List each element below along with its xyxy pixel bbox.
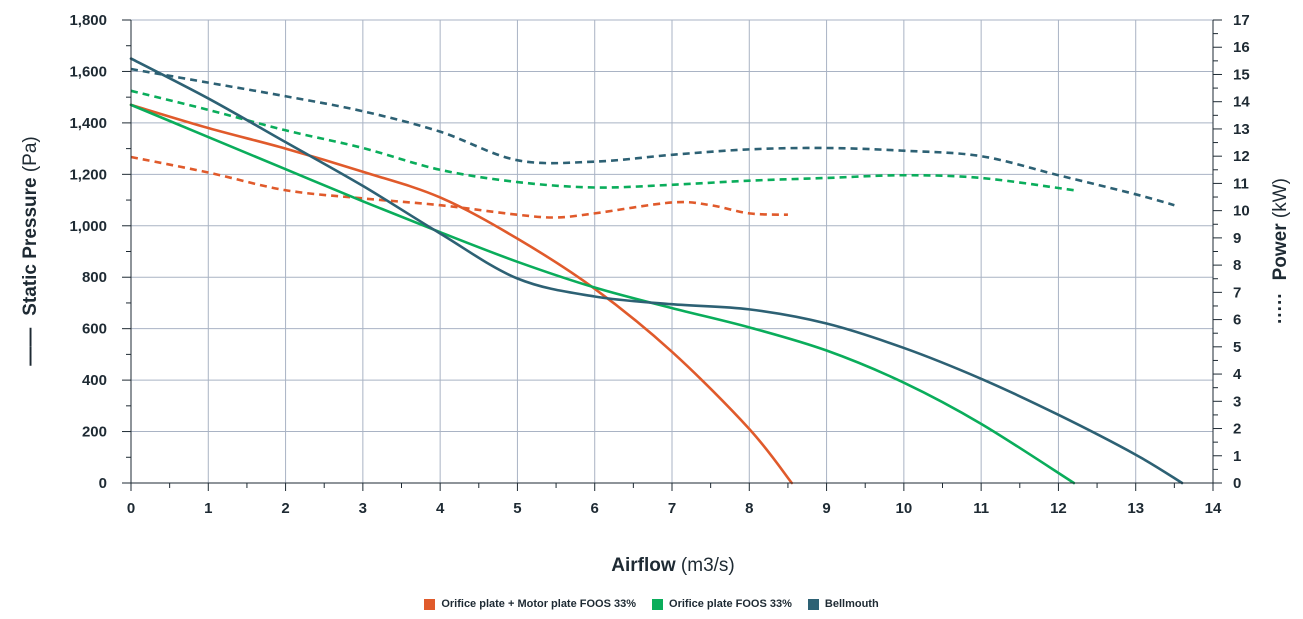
y-right-axis-unit: (kW) [1270, 178, 1291, 223]
power-curve-bellmouth [130, 67, 1175, 207]
y-right-axis-title: ····· Power (kW) [1270, 178, 1291, 324]
x-tick-label: 9 [822, 500, 830, 517]
y-right-tick-label: 3 [1233, 393, 1241, 410]
legend-label-orifice: Orifice plate FOOS 33% [669, 598, 792, 610]
power-curve-orifice-motor [130, 155, 788, 219]
y-right-tick-label: 5 [1233, 339, 1241, 356]
x-axis-unit: (m3/s) [676, 555, 735, 576]
y-right-tick-label: 15 [1233, 66, 1250, 83]
y-left-tick-label: 200 [82, 424, 107, 441]
legend-label-bellmouth: Bellmouth [824, 598, 879, 610]
y-right-tick-label: 4 [1233, 366, 1242, 383]
y-right-tick-label: 9 [1233, 230, 1241, 247]
pressure-curve-bellmouth [129, 57, 1184, 485]
y-left-axis-title: —— Static Pressure (Pa) [20, 136, 41, 366]
legend-label-orifice-motor: Orifice plate + Motor plate FOOS 33% [441, 598, 637, 610]
x-tick-label: 7 [668, 500, 676, 517]
y-right-axis-marker: ····· [1270, 292, 1291, 324]
x-tick-label: 4 [436, 500, 445, 517]
data-curves [129, 57, 1184, 485]
x-tick-label: 3 [359, 500, 367, 517]
y-left-tick-label: 400 [82, 372, 107, 389]
x-tick-label: 8 [745, 500, 753, 517]
y-right-tick-label: 8 [1233, 257, 1241, 274]
y-left-axis-unit: (Pa) [20, 136, 41, 177]
y-right-tick-label: 2 [1233, 421, 1241, 438]
y-left-tick-labels: 0 200 400 600 800 1,000 1,200 1,400 1,600 1,800 [69, 12, 107, 492]
x-axis-title: Airflow (m3/s) [611, 555, 735, 576]
y-right-tick-label: 6 [1233, 312, 1241, 329]
power-curve-orifice [130, 89, 1075, 192]
y-left-axis-marker: —— [20, 328, 41, 366]
legend-item-orifice-motor: Orifice plate + Motor plate FOOS 33% [424, 598, 636, 610]
y-left-tick-label: 1,200 [69, 166, 107, 183]
x-tick-label: 10 [896, 500, 913, 517]
y-left-tick-label: 0 [99, 475, 107, 492]
y-left-tick-label: 1,600 [69, 63, 107, 80]
legend-swatch-bellmouth [807, 598, 819, 610]
y-left-tick-label: 600 [82, 321, 107, 338]
x-tick-label: 6 [591, 500, 599, 517]
y-right-tick-label: 17 [1233, 12, 1250, 29]
x-tick-label: 2 [281, 500, 289, 517]
legend-item-bellmouth: Bellmouth [807, 598, 879, 610]
y-right-tick-label: 12 [1233, 148, 1250, 165]
y-left-tick-label: 1,400 [69, 115, 107, 132]
y-right-tick-label: 1 [1233, 448, 1241, 465]
x-tick-labels: 0 1 2 3 4 5 6 7 8 9 10 11 12 13 14 [127, 500, 1222, 517]
legend: Orifice plate + Motor plate FOOS 33% Ori… [0, 598, 1303, 610]
x-axis-label: Airflow [611, 555, 676, 576]
legend-item-orifice: Orifice plate FOOS 33% [652, 598, 792, 610]
y-right-tick-label: 7 [1233, 284, 1241, 301]
y-right-tick-label: 11 [1233, 175, 1249, 192]
x-tick-label: 0 [127, 500, 135, 517]
pressure-curve-orifice-motor [129, 103, 794, 485]
y-left-tick-label: 1,000 [69, 218, 107, 235]
grid-lines [131, 19, 1214, 483]
y-left-tick-label: 1,800 [69, 12, 107, 29]
x-tick-label: 5 [513, 500, 521, 517]
x-tick-label: 12 [1050, 500, 1067, 517]
x-tick-label: 11 [973, 500, 989, 517]
y-left-tick-label: 800 [82, 269, 107, 286]
x-tick-label: 13 [1127, 500, 1144, 517]
y-right-tick-label: 10 [1233, 203, 1250, 220]
y-right-tick-label: 14 [1233, 94, 1250, 111]
y-right-tick-label: 16 [1233, 39, 1250, 56]
x-tick-label: 1 [204, 500, 212, 517]
y-right-tick-label: 0 [1233, 475, 1241, 492]
x-tick-label: 14 [1205, 500, 1222, 517]
legend-swatch-orifice [652, 598, 664, 610]
y-right-axis-label: Power [1270, 223, 1291, 281]
y-left-axis-label: Static Pressure [20, 177, 41, 315]
legend-swatch-orifice-motor [424, 598, 436, 610]
y-right-tick-label: 13 [1233, 121, 1250, 138]
axes [122, 19, 1222, 491]
pressure-curve-orifice [129, 103, 1076, 485]
